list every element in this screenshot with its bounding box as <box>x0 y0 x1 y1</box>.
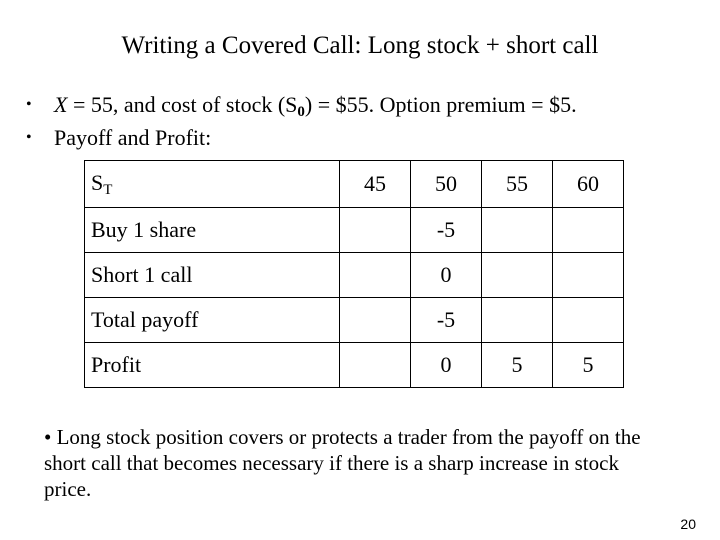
table-cell: -5 <box>410 297 482 343</box>
table-header-row: ST 45 50 55 60 <box>84 160 624 208</box>
parameters-text-1: = 55, and cost of stock (S <box>67 92 298 117</box>
row-label: Short 1 call <box>84 252 340 298</box>
bullet-dot: • <box>26 96 32 113</box>
table-row: Short 1 call 0 <box>84 252 624 298</box>
parameters-text-2: ) = $55. Option premium = $5. <box>304 92 577 117</box>
subscript-zero: 0 <box>297 104 305 120</box>
table-cell <box>552 207 624 253</box>
table-row: Total payoff -5 <box>84 297 624 343</box>
table-cell <box>339 207 411 253</box>
table-cell: 5 <box>481 342 553 388</box>
strike-variable: X <box>54 92 68 117</box>
table-cell <box>552 297 624 343</box>
row-label: Buy 1 share <box>84 207 340 253</box>
table-cell <box>481 207 553 253</box>
row-label: Profit <box>84 342 340 388</box>
header-cell: 50 <box>410 160 482 208</box>
table-cell <box>552 252 624 298</box>
table-cell: 0 <box>410 342 482 388</box>
slide-title: Writing a Covered Call: Long stock + sho… <box>121 32 599 59</box>
table-cell: -5 <box>410 207 482 253</box>
table-cell: 0 <box>410 252 482 298</box>
table-row: Profit 0 5 5 <box>84 342 624 388</box>
table-cell <box>339 342 411 388</box>
row-label: Total payoff <box>84 297 340 343</box>
header-cell: 55 <box>481 160 553 208</box>
table-cell <box>339 252 411 298</box>
table-cell: 5 <box>552 342 624 388</box>
table-cell <box>481 252 553 298</box>
bullet-dot: • <box>26 129 32 146</box>
page-number: 20 <box>680 516 696 532</box>
table-cell <box>339 297 411 343</box>
table-row: Buy 1 share -5 <box>84 207 624 253</box>
explanation-note: • Long stock position covers or protects… <box>44 425 641 501</box>
header-label-cell: ST <box>84 160 340 208</box>
table-cell <box>481 297 553 343</box>
payoff-table: ST 45 50 55 60 Buy 1 share -5 Short 1 ca… <box>84 160 624 388</box>
payoff-heading: Payoff and Profit: <box>54 125 212 150</box>
subscript-t: T <box>103 181 113 198</box>
header-cell: 60 <box>552 160 624 208</box>
header-cell: 45 <box>339 160 411 208</box>
